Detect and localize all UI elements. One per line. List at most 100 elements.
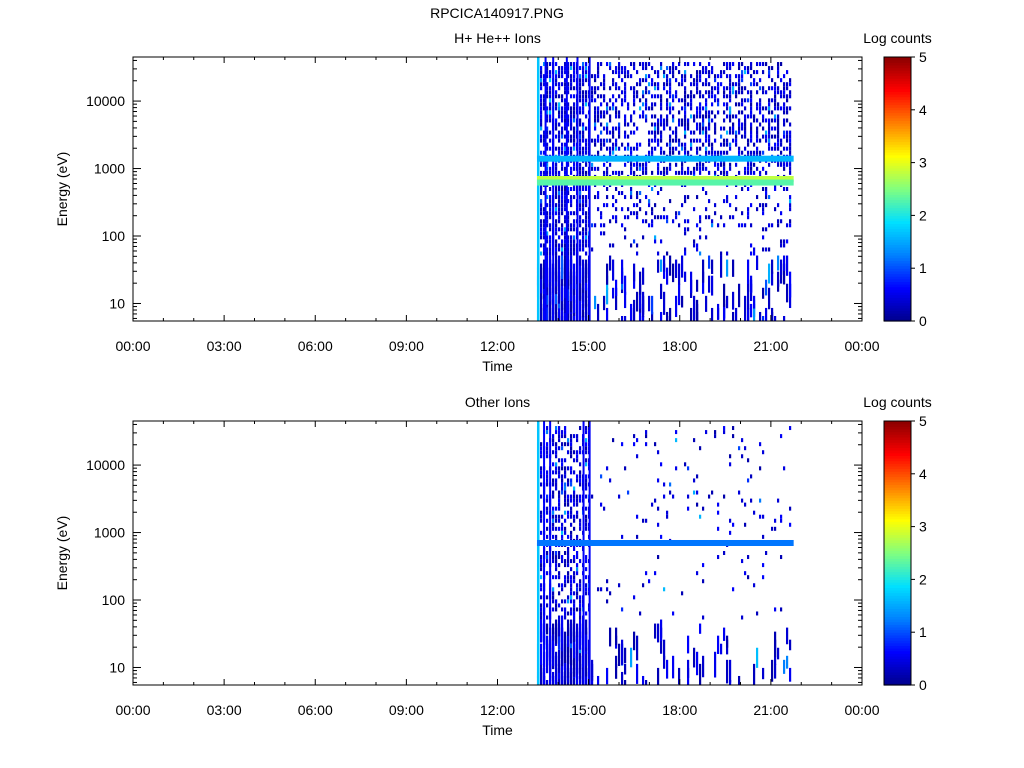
spectrogram-pixel bbox=[728, 126, 732, 131]
colorbar-swatch bbox=[884, 426, 911, 430]
spectrogram-pixel bbox=[722, 110, 726, 115]
spectrogram-pixel bbox=[578, 595, 582, 600]
spectrogram-pixel bbox=[665, 90, 669, 95]
colorbar-swatch bbox=[884, 579, 911, 583]
spectrogram-pixel bbox=[569, 227, 573, 232]
spectrogram-pixel bbox=[785, 134, 789, 139]
spectrogram-pixel bbox=[761, 150, 765, 155]
spectrogram-pixel bbox=[563, 255, 567, 280]
spectrogram-pixel bbox=[566, 150, 570, 155]
spectrogram-pixel bbox=[605, 138, 609, 143]
spectrogram-pixel bbox=[728, 680, 732, 685]
spectrogram-pixel bbox=[740, 86, 744, 91]
spectrogram-pixel bbox=[662, 70, 666, 75]
spectrogram-pixel bbox=[623, 195, 627, 200]
spectrogram-pixel bbox=[563, 106, 567, 111]
spectrogram-pixel bbox=[623, 466, 627, 471]
spectrogram-pixel bbox=[674, 94, 678, 99]
spectrogram-pixel bbox=[584, 647, 588, 666]
spectrogram-pixel bbox=[752, 118, 756, 123]
spectrogram-pixel bbox=[614, 126, 618, 131]
spectrogram-pixel bbox=[737, 82, 741, 87]
spectrogram-pixel bbox=[602, 74, 606, 79]
spectrogram-pixel bbox=[746, 90, 750, 95]
spectrogram-pixel bbox=[722, 426, 726, 431]
spectrogram-pixel bbox=[635, 70, 639, 75]
colorbar-swatch bbox=[884, 128, 911, 132]
spectrogram-pixel bbox=[713, 130, 717, 135]
spectrogram-pixel bbox=[704, 215, 708, 220]
spectrogram-pixel bbox=[551, 595, 555, 600]
spectrogram-pixel bbox=[662, 482, 666, 487]
spectrogram-pixel bbox=[605, 599, 609, 604]
spectrogram-pixel bbox=[734, 162, 738, 167]
spectrogram-pixel bbox=[548, 207, 552, 212]
colorbar-swatch bbox=[884, 608, 911, 612]
spectrogram-pixel bbox=[707, 215, 711, 220]
spectrogram-pixel bbox=[677, 70, 681, 75]
spectrogram-pixel bbox=[731, 130, 735, 135]
spectrogram-pixel bbox=[674, 126, 678, 131]
spectrogram-pixel bbox=[584, 462, 588, 467]
spectrogram-pixel bbox=[572, 142, 576, 147]
spectrogram-pixel bbox=[602, 114, 606, 119]
spectrogram-pixel bbox=[662, 126, 666, 131]
spectrogram-pixel bbox=[638, 106, 642, 111]
spectrogram-pixel bbox=[551, 534, 555, 539]
spectrogram-pixel bbox=[635, 291, 639, 312]
spectrogram-pixel bbox=[656, 70, 660, 75]
colorbar-swatch bbox=[884, 281, 911, 285]
spectrogram-pixel bbox=[608, 66, 612, 71]
spectrogram-pixel bbox=[566, 599, 570, 604]
spectrogram-pixel bbox=[641, 102, 645, 107]
spectrogram-pixel bbox=[614, 627, 618, 646]
spectrogram-pixel bbox=[566, 90, 570, 95]
spectrogram-pixel bbox=[647, 142, 651, 147]
x-tick-label: 18:00 bbox=[662, 338, 697, 354]
spectrogram-pixel bbox=[683, 90, 687, 95]
spectrogram-pixel bbox=[662, 655, 666, 669]
spectrogram-pixel bbox=[557, 490, 561, 495]
spectrogram-pixel bbox=[557, 122, 561, 127]
spectrogram-pixel bbox=[620, 66, 624, 71]
spectrogram-pixel bbox=[773, 126, 777, 131]
spectrogram-pixel bbox=[566, 138, 570, 143]
spectrogram-pixel bbox=[569, 235, 573, 240]
spectrogram-pixel bbox=[683, 94, 687, 99]
spectrogram-pixel bbox=[746, 303, 750, 321]
colorbar-swatch bbox=[884, 297, 911, 301]
spectrogram-pixel bbox=[632, 299, 636, 321]
spectrogram-pixel bbox=[665, 114, 669, 119]
spectrogram-pixel bbox=[677, 211, 681, 216]
spectrogram-pixel bbox=[719, 82, 723, 87]
spectrogram-pixel bbox=[653, 623, 657, 639]
spectrogram-pixel bbox=[776, 66, 780, 71]
spectrogram-pixel bbox=[578, 599, 582, 604]
spectrogram-pixel bbox=[629, 86, 633, 91]
spectrogram-pixel bbox=[668, 199, 672, 204]
spectrogram-pixel bbox=[572, 611, 576, 616]
spectrogram-pixel bbox=[773, 316, 777, 321]
spectrogram-pixel bbox=[611, 102, 615, 107]
spectrogram-pixel bbox=[752, 162, 756, 167]
spectrogram-pixel bbox=[737, 78, 741, 83]
spectrogram-pixel bbox=[608, 118, 612, 123]
spectrogram-pixel bbox=[641, 94, 645, 99]
spectrogram-pixel bbox=[584, 102, 588, 107]
spectrogram-pixel bbox=[560, 146, 564, 151]
colorbar-swatch bbox=[884, 268, 911, 272]
spectrogram-pixel bbox=[575, 563, 579, 568]
spectrogram-pixel bbox=[563, 118, 567, 123]
spectrogram-pixel bbox=[611, 287, 615, 299]
spectrogram-pixel bbox=[779, 62, 783, 67]
spectrogram-pixel bbox=[617, 74, 621, 79]
spectrogram-pixel bbox=[722, 70, 726, 75]
spectrogram-pixel bbox=[581, 203, 585, 208]
spectrogram-pixel bbox=[713, 170, 717, 175]
spectrogram-pixel bbox=[560, 458, 564, 463]
spectrogram-pixel bbox=[560, 203, 564, 208]
spectrogram-pixel bbox=[752, 510, 756, 515]
colorbar-swatch bbox=[884, 152, 911, 156]
spectrogram-pixel bbox=[557, 134, 561, 139]
spectrogram-pixel bbox=[761, 667, 765, 680]
